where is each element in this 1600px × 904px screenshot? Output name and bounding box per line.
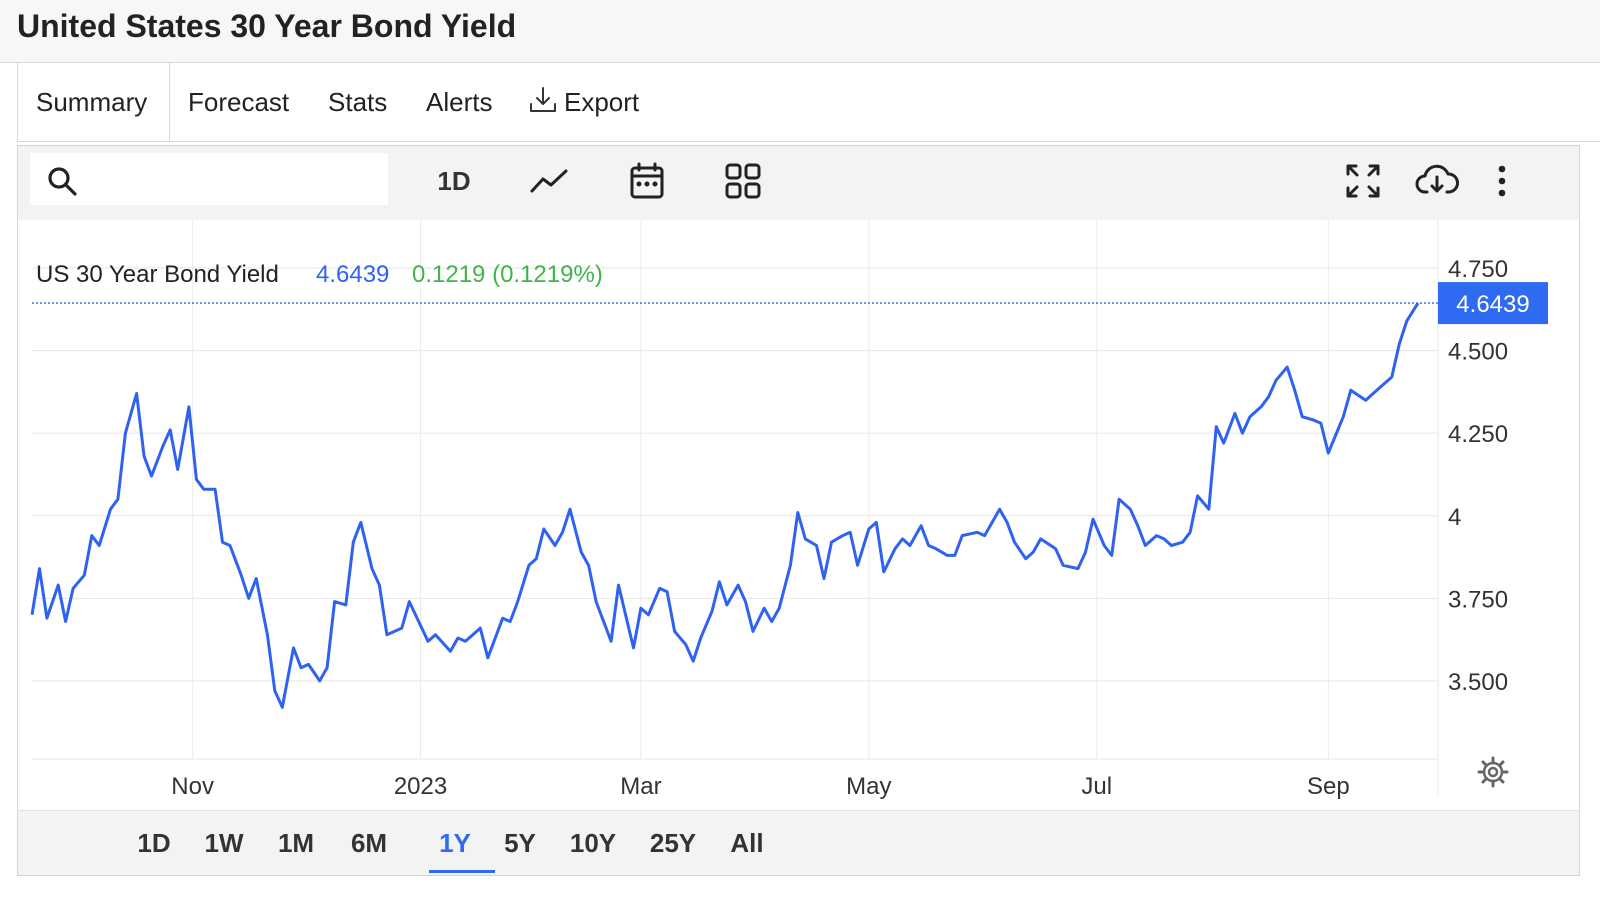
x-axis: Nov 2023 Mar May Jul Sep <box>171 773 1349 800</box>
download-button[interactable] <box>1412 158 1462 204</box>
fullscreen-button[interactable] <box>1340 158 1386 204</box>
range-5y-button[interactable]: 5Y <box>494 811 546 875</box>
tab-label: Forecast <box>188 87 290 117</box>
range-label: 5Y <box>504 828 536 858</box>
range-1m-button[interactable]: 1M <box>270 811 322 875</box>
x-tick-label: Jul <box>1081 773 1112 800</box>
search-input[interactable] <box>90 161 380 197</box>
tab-summary[interactable]: Summary <box>18 63 170 141</box>
y-tick-label: 3.750 <box>1448 586 1508 613</box>
chart-widget: 1D <box>17 145 1580 876</box>
chart-plot[interactable]: Nov 2023 Mar May Jul Sep 4.750 4.500 4.250 4 3.75… <box>18 220 1579 810</box>
calendar-icon <box>630 162 664 199</box>
legend-series-name: US 30 Year Bond Yield <box>36 261 279 288</box>
x-tick-label: May <box>846 773 891 800</box>
y-tick-label: 4.500 <box>1448 339 1508 366</box>
grid-icon <box>725 163 761 199</box>
x-tick-label: Mar <box>620 773 661 800</box>
active-range-indicator <box>429 870 495 873</box>
tab-alerts[interactable]: Alerts <box>426 63 492 141</box>
range-6m-button[interactable]: 6M <box>341 811 397 875</box>
tab-stats[interactable]: Stats <box>328 63 387 141</box>
y-tick-label: 4.750 <box>1448 256 1508 283</box>
tab-label: Stats <box>328 87 388 117</box>
range-10y-button[interactable]: 10Y <box>559 811 627 875</box>
price-tag-label: 4.6439 <box>1456 291 1529 318</box>
range-label: 10Y <box>569 828 617 858</box>
page-header: United States 30 Year Bond Yield <box>0 0 1600 63</box>
interval-label: 1D <box>437 165 471 196</box>
tab-label: Alerts <box>426 87 493 117</box>
x-tick-label: Nov <box>171 773 214 800</box>
more-options-button[interactable] <box>1490 158 1514 204</box>
range-all-button[interactable]: All <box>722 811 772 875</box>
line-chart-icon <box>530 169 568 193</box>
range-label: 1Y <box>439 828 471 858</box>
grid-lines <box>32 220 1439 795</box>
fullscreen-icon <box>1346 164 1380 198</box>
more-vert-icon <box>1498 165 1506 197</box>
range-25y-button[interactable]: 25Y <box>639 811 707 875</box>
range-selector: 1D 1W 1M 6M 1Y 5Y 10Y 25Y All <box>18 810 1579 875</box>
tab-label: Summary <box>36 87 148 117</box>
range-label: 1D <box>137 828 171 858</box>
search-box <box>30 153 388 205</box>
page-title: United States 30 Year Bond Yield <box>17 8 517 44</box>
layout-button[interactable] <box>720 158 766 204</box>
range-label: All <box>730 828 764 858</box>
cloud-download-icon <box>1415 164 1459 194</box>
legend-change: 0.1219 (0.1219%) <box>412 261 603 288</box>
range-label: 6M <box>350 828 388 858</box>
tab-label: Export <box>564 87 640 117</box>
price-tag <box>1438 282 1548 325</box>
settings-icon[interactable] <box>1477 756 1509 788</box>
x-tick-label: 2023 <box>394 773 447 800</box>
range-1y-button[interactable]: 1Y <box>429 811 481 875</box>
x-tick-label: Sep <box>1307 773 1350 800</box>
legend: US 30 Year Bond Yield 4.6439 0.1219 (0.1… <box>36 261 603 288</box>
range-label: 1W <box>204 828 244 858</box>
interval-button[interactable]: 1D <box>428 158 480 204</box>
date-range-button[interactable] <box>624 158 670 204</box>
y-axis: 4.750 4.500 4.250 4 3.750 3.500 <box>1448 256 1508 696</box>
y-tick-label: 4 <box>1448 504 1461 531</box>
chart-toolbar: 1D <box>18 146 1579 220</box>
tab-export[interactable]: Export <box>528 63 639 141</box>
tab-forecast[interactable]: Forecast <box>188 63 289 141</box>
range-1w-button[interactable]: 1W <box>198 811 250 875</box>
range-label: 1M <box>277 828 315 858</box>
range-label: 25Y <box>649 828 697 858</box>
tab-bar: Summary Forecast Stats Alerts Export <box>17 63 1600 142</box>
search-icon[interactable] <box>46 165 78 197</box>
legend-value: 4.6439 <box>316 261 389 288</box>
y-tick-label: 4.250 <box>1448 421 1508 448</box>
range-1d-button[interactable]: 1D <box>128 811 180 875</box>
y-tick-label: 3.500 <box>1448 669 1508 696</box>
download-icon <box>530 87 556 112</box>
series-line <box>30 302 1420 709</box>
chart-type-button[interactable] <box>526 158 572 204</box>
